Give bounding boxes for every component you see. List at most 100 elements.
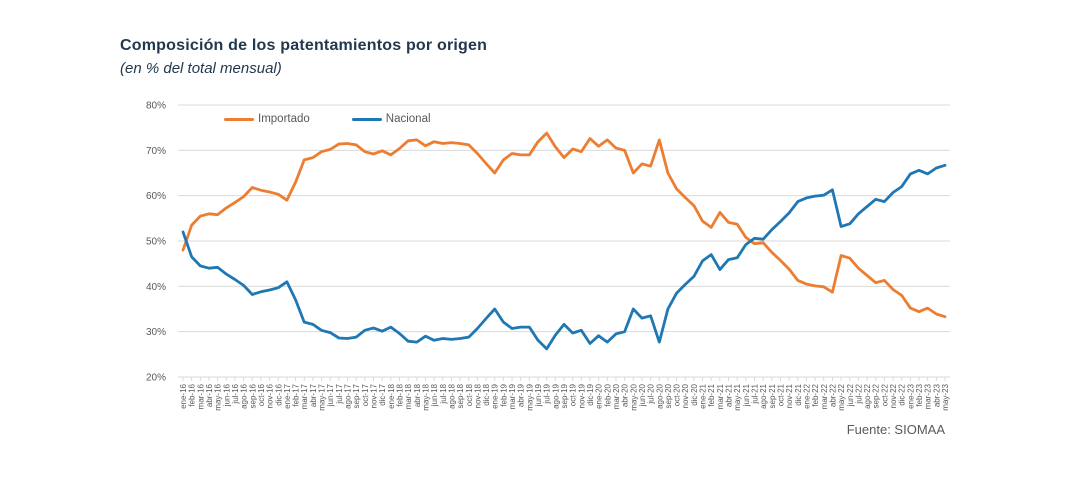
x-axis-tick-label: dic-16: [274, 383, 283, 405]
x-axis-tick-label: abr-23: [932, 383, 941, 407]
series-line-nacional: [181, 163, 947, 351]
x-axis-tick-label: ene-20: [595, 383, 604, 408]
x-axis-tick-label: sep-19: [560, 383, 569, 408]
x-axis-tick-label: sep-18: [456, 383, 465, 408]
x-axis-tick-label: ago-16: [240, 383, 249, 408]
x-axis-tick-label: sep-16: [248, 383, 257, 408]
x-axis-tick-label: abr-18: [413, 383, 422, 407]
x-axis-tick-label: jul-22: [854, 383, 863, 404]
x-axis-tick-label: dic-20: [690, 383, 699, 405]
x-axis-tick-label: nov-18: [473, 383, 482, 408]
x-axis-tick-label: feb-18: [395, 383, 404, 406]
x-axis-tick-label: sep-22: [872, 383, 881, 408]
chart-subtitle: (en % del total mensual): [120, 60, 282, 77]
x-axis-tick-label: ago-17: [344, 383, 353, 408]
x-axis-tick-label: jul-16: [231, 383, 240, 404]
y-axis-tick-label: 50%: [146, 237, 166, 248]
x-axis-tick-label: oct-16: [257, 383, 266, 406]
x-axis-tick-label: feb-23: [915, 383, 924, 406]
x-axis-tick-label: mar-16: [196, 383, 205, 409]
x-axis-tick-label: abr-16: [205, 383, 214, 407]
x-axis-tick-label: mar-19: [508, 383, 517, 409]
x-axis-tick-label: nov-21: [785, 383, 794, 408]
x-axis-tick-label: jun-20: [638, 383, 647, 407]
x-axis-tick-label: mar-22: [820, 383, 829, 409]
x-axis-tick-label: jun-18: [430, 383, 439, 407]
series-line-importado: [181, 131, 947, 319]
x-axis-tick-label: abr-19: [517, 383, 526, 407]
x-axis-tick-label: jun-16: [222, 383, 231, 407]
x-axis-tick-label: abr-21: [725, 383, 734, 407]
x-axis-tick-label: dic-22: [898, 383, 907, 405]
x-axis-tick-label: abr-17: [309, 383, 318, 407]
x-axis-tick-label: ago-19: [551, 383, 560, 408]
x-axis-tick-label: feb-19: [499, 383, 508, 406]
x-axis-tick-label: may-17: [318, 383, 327, 410]
x-axis-tick-label: jun-17: [326, 383, 335, 407]
x-axis-tick-label: oct-20: [673, 383, 682, 406]
x-axis-tick-label: mar-20: [612, 383, 621, 409]
x-axis-tick-label: dic-17: [378, 383, 387, 405]
x-axis-tick-label: jun-22: [846, 383, 855, 407]
x-axis-tick-label: may-20: [629, 383, 638, 410]
x-axis-tick-label: jul-17: [335, 383, 344, 404]
x-axis-tick-label: mar-17: [300, 383, 309, 409]
x-axis-tick-label: ago-21: [759, 383, 768, 408]
x-axis-tick-label: nov-17: [370, 383, 379, 408]
legend: Importado Nacional: [224, 113, 473, 125]
x-axis-tick-label: ago-20: [655, 383, 664, 408]
y-axis-tick-label: 70%: [146, 146, 166, 157]
x-axis-tick-label: may-23: [941, 383, 950, 410]
x-axis-tick-label: ene-18: [387, 383, 396, 408]
x-axis-tick-label: ene-22: [802, 383, 811, 408]
x-axis-tick-label: mar-23: [924, 383, 933, 409]
legend-swatch-importado-icon: [224, 117, 254, 121]
x-axis-tick-label: nov-22: [889, 383, 898, 408]
x-axis-tick-label: jul-21: [751, 383, 760, 404]
x-axis-tick-label: nov-20: [681, 383, 690, 408]
x-axis-tick-label: jul-18: [439, 383, 448, 404]
legend-label-importado: Importado: [258, 113, 310, 125]
x-axis-tick-label: mar-18: [404, 383, 413, 409]
x-axis-tick-label: oct-18: [465, 383, 474, 406]
x-axis-tick-label: abr-20: [621, 383, 630, 407]
x-axis-tick-label: nov-19: [577, 383, 586, 408]
chart-title: Composición de los patentamientos por or…: [120, 37, 488, 54]
x-axis-tick-label: jul-19: [543, 383, 552, 404]
x-axis-tick-label: feb-21: [707, 383, 716, 406]
x-axis-tick-label: jun-19: [534, 383, 543, 407]
x-axis-tick-label: feb-22: [811, 383, 820, 406]
y-axis-tick-label: 40%: [146, 282, 166, 293]
x-axis-tick-label: ene-16: [179, 383, 188, 408]
x-axis-tick-label: may-21: [733, 383, 742, 410]
legend-item-importado: Importado: [224, 113, 310, 125]
x-axis-tick-label: may-22: [837, 383, 846, 410]
source-caption: Fuente: SIOMAA: [846, 422, 945, 437]
y-axis-tick-label: 30%: [146, 327, 166, 338]
x-axis-tick-label: feb-20: [603, 383, 612, 406]
x-axis-tick-label: abr-22: [828, 383, 837, 407]
x-axis-tick-label: may-16: [214, 383, 223, 410]
x-axis-tick-label: dic-21: [794, 383, 803, 405]
x-axis-tick-label: dic-18: [482, 383, 491, 405]
x-axis-tick-label: oct-17: [361, 383, 370, 406]
x-axis-tick-label: nov-16: [266, 383, 275, 408]
x-axis-tick-label: jul-20: [647, 383, 656, 404]
x-axis-tick-label: dic-19: [586, 383, 595, 405]
legend-label-nacional: Nacional: [385, 113, 431, 125]
y-axis-tick-label: 80%: [146, 101, 166, 112]
x-axis-tick-label: sep-17: [352, 383, 361, 408]
x-axis-tick-label: ene-21: [699, 383, 708, 408]
y-axis-tick-label: 20%: [146, 373, 166, 384]
x-axis-tick-label: ene-19: [491, 383, 500, 408]
x-axis-tick-label: ago-22: [863, 383, 872, 408]
legend-item-nacional: Nacional: [351, 113, 431, 125]
x-axis-tick-label: oct-22: [880, 383, 889, 406]
x-axis-tick-label: oct-19: [569, 383, 578, 406]
x-axis-tick-label: ene-17: [283, 383, 292, 408]
x-axis-tick-label: jun-21: [742, 383, 751, 407]
x-axis-tick-label: mar-21: [716, 383, 725, 409]
x-axis-tick-label: oct-21: [776, 383, 785, 406]
x-axis-tick-label: ago-18: [447, 383, 456, 408]
